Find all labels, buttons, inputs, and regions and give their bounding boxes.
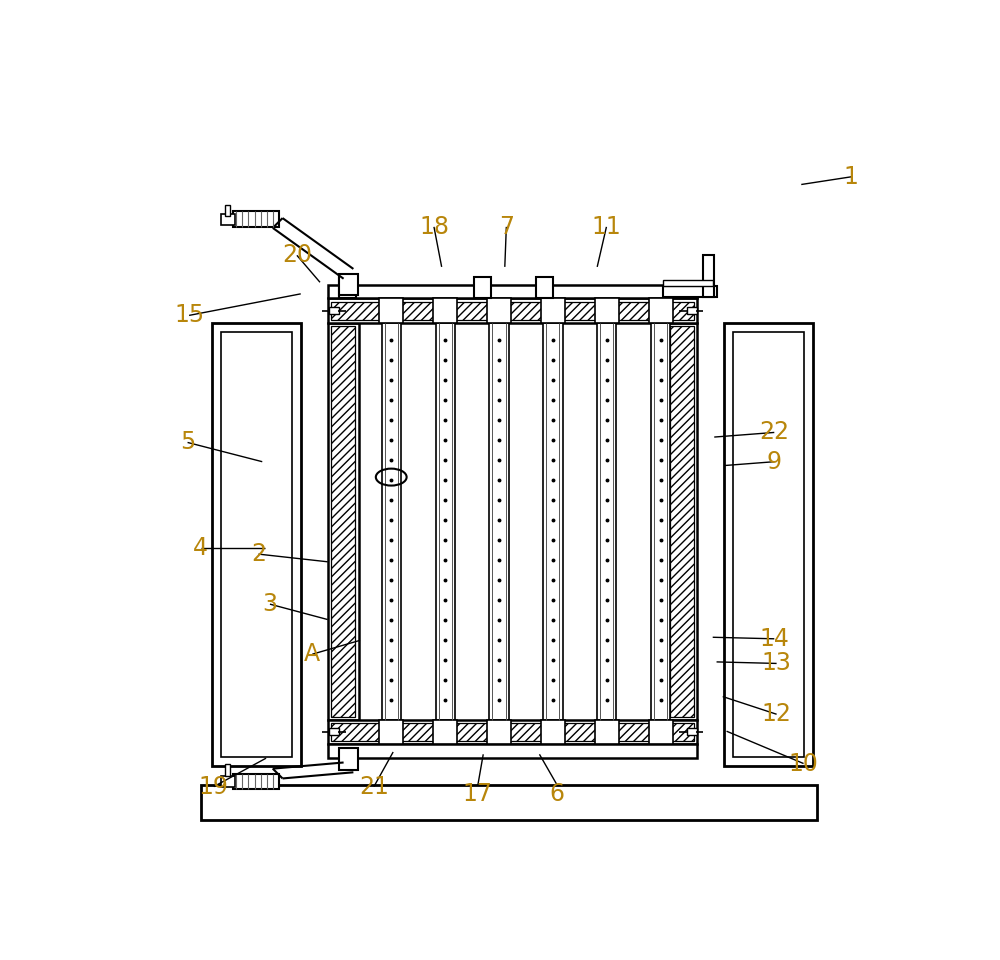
Text: 3: 3 bbox=[262, 592, 277, 616]
Bar bbox=[233, 774, 279, 789]
Bar bbox=[724, 324, 813, 766]
Bar bbox=[543, 324, 563, 720]
Text: 9: 9 bbox=[767, 449, 782, 473]
Bar bbox=[328, 299, 697, 324]
Bar bbox=[339, 748, 358, 770]
Bar bbox=[541, 299, 565, 324]
Bar bbox=[651, 324, 670, 720]
Text: 7: 7 bbox=[499, 215, 514, 239]
Bar bbox=[329, 307, 339, 314]
Bar bbox=[733, 332, 804, 756]
Bar bbox=[225, 764, 230, 776]
Bar bbox=[433, 720, 457, 744]
Text: 21: 21 bbox=[359, 775, 389, 799]
Text: 11: 11 bbox=[592, 215, 621, 239]
Bar bbox=[663, 286, 717, 297]
Text: 2: 2 bbox=[251, 542, 266, 566]
Bar bbox=[379, 720, 403, 744]
Text: 6: 6 bbox=[550, 782, 565, 806]
Bar bbox=[649, 299, 673, 324]
Bar bbox=[379, 299, 403, 324]
Bar bbox=[687, 307, 697, 314]
Bar bbox=[663, 280, 713, 286]
Bar bbox=[436, 324, 455, 720]
Text: 13: 13 bbox=[762, 652, 792, 676]
Bar bbox=[233, 211, 279, 227]
Text: 10: 10 bbox=[789, 752, 818, 776]
Bar bbox=[536, 276, 553, 299]
Text: 12: 12 bbox=[762, 703, 792, 727]
Text: 1: 1 bbox=[844, 165, 859, 189]
Bar bbox=[595, 299, 619, 324]
Bar bbox=[597, 324, 616, 720]
Text: 20: 20 bbox=[282, 243, 312, 267]
Bar bbox=[649, 720, 673, 744]
Bar bbox=[487, 299, 511, 324]
Bar bbox=[339, 276, 356, 299]
Text: A: A bbox=[304, 642, 320, 666]
Bar bbox=[331, 326, 355, 716]
Bar bbox=[328, 284, 697, 299]
Bar bbox=[339, 274, 358, 296]
Bar bbox=[221, 776, 235, 786]
Bar bbox=[489, 324, 509, 720]
Bar bbox=[666, 324, 697, 720]
Bar bbox=[201, 785, 817, 820]
Bar bbox=[212, 324, 301, 766]
Bar bbox=[670, 326, 694, 716]
Text: 18: 18 bbox=[419, 215, 449, 239]
Bar bbox=[328, 324, 359, 720]
Bar bbox=[328, 744, 697, 758]
Bar bbox=[331, 723, 694, 741]
Bar bbox=[221, 214, 235, 225]
Bar bbox=[541, 720, 565, 744]
Text: 17: 17 bbox=[463, 782, 493, 806]
Bar bbox=[433, 299, 457, 324]
Bar bbox=[595, 720, 619, 744]
Text: 22: 22 bbox=[759, 420, 789, 444]
Bar bbox=[703, 254, 714, 297]
Bar bbox=[687, 728, 697, 735]
Bar bbox=[329, 728, 339, 735]
Text: 19: 19 bbox=[199, 775, 229, 799]
Bar bbox=[474, 276, 491, 299]
Bar bbox=[221, 332, 292, 756]
Bar bbox=[487, 720, 511, 744]
Bar bbox=[382, 324, 401, 720]
Bar bbox=[331, 301, 694, 320]
Text: 14: 14 bbox=[759, 627, 789, 651]
Text: 15: 15 bbox=[174, 303, 204, 327]
Bar bbox=[328, 720, 697, 744]
Text: 4: 4 bbox=[193, 536, 208, 560]
Bar bbox=[225, 204, 230, 216]
Text: 5: 5 bbox=[180, 430, 195, 454]
